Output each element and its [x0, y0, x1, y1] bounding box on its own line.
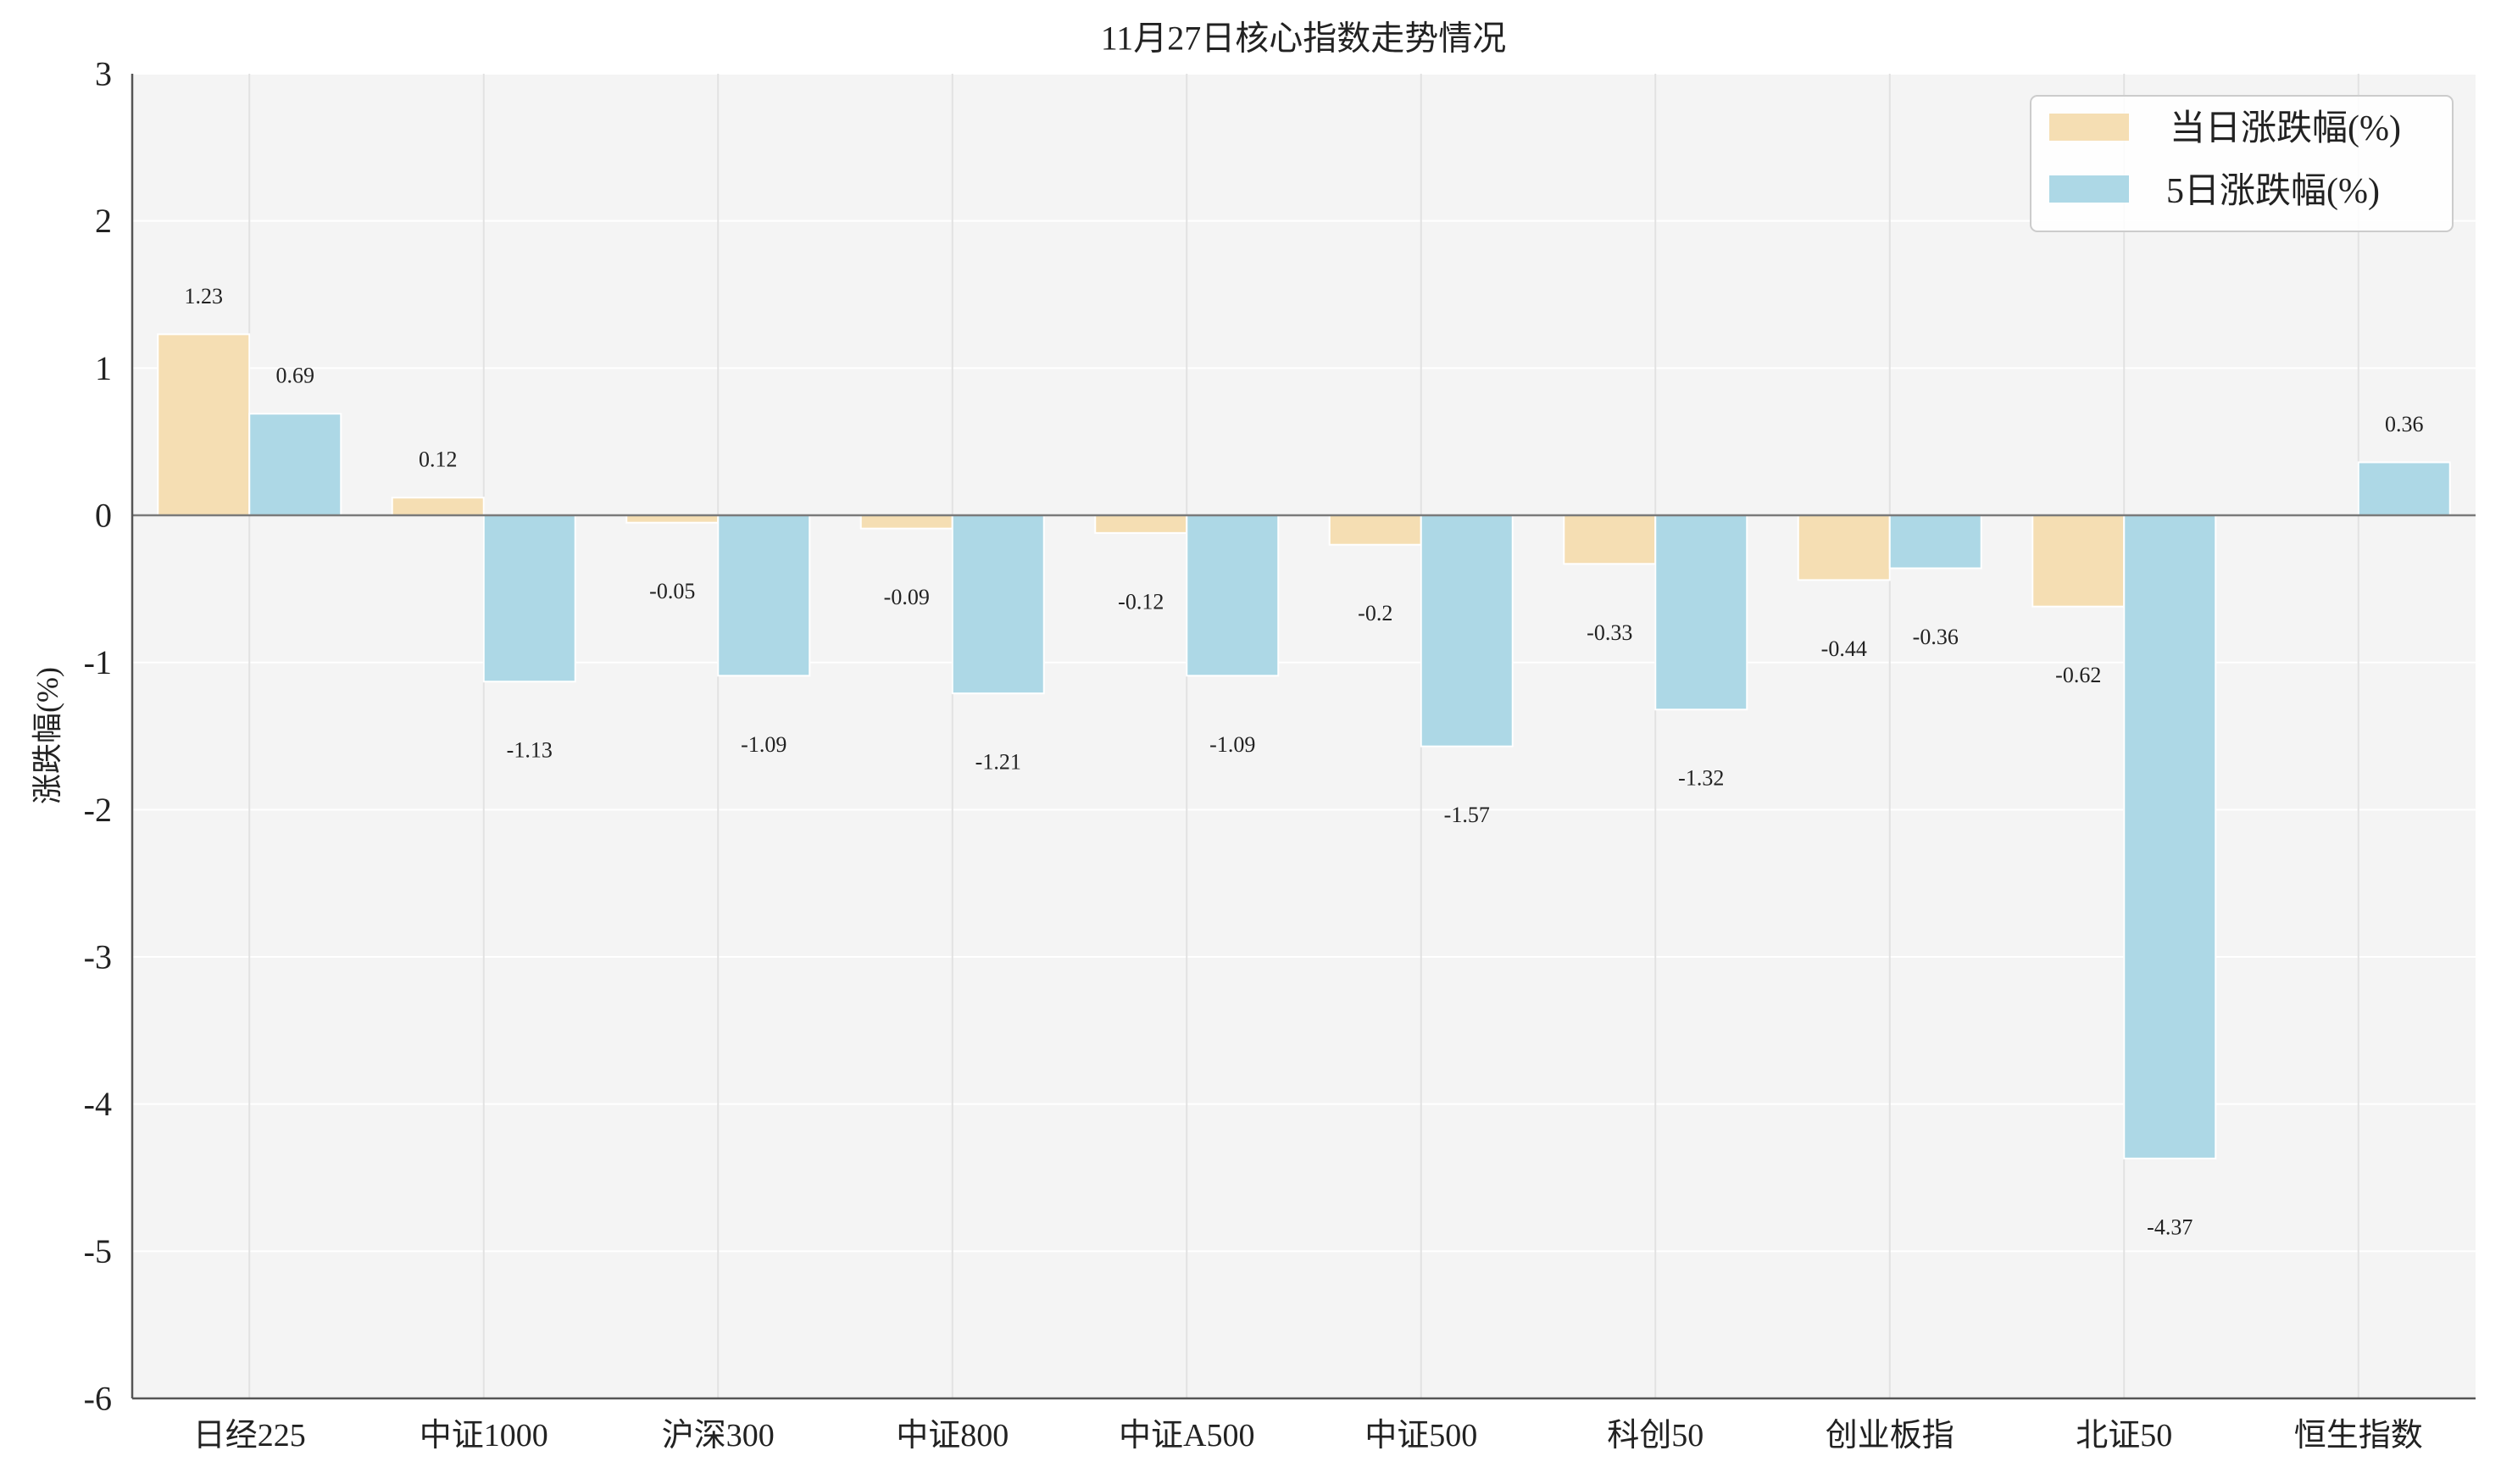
data-label-daily-1: 0.12	[419, 447, 458, 472]
bars	[157, 333, 2451, 1159]
bar-5day-5	[1420, 514, 1514, 748]
data-label-daily-7: -0.44	[1821, 636, 1867, 661]
data-label-daily-3: -0.09	[884, 585, 930, 609]
x-tick-label: 中证A500	[1119, 1418, 1254, 1453]
bar-5day-8	[2123, 514, 2217, 1159]
bar-5day-2	[717, 514, 811, 677]
y-tick-label: 0	[95, 497, 112, 535]
legend-patch-5day	[2049, 175, 2129, 203]
x-tick-label: 中证1000	[420, 1418, 548, 1453]
legend-frame	[2030, 95, 2454, 232]
bar-daily-5	[1328, 514, 1422, 546]
data-label-daily-5: -0.2	[1358, 601, 1392, 625]
axes: 3 2 1 0 -1 -2 -3 -4 -5 -6 日经225 中证1000 沪深300 中证800 中证A…	[84, 55, 2476, 1453]
bar-5day-9	[2357, 461, 2451, 516]
bar-5day-0	[248, 413, 342, 517]
data-label-5day-4: -1.09	[1209, 732, 1255, 757]
data-label-5day-6: -1.32	[1678, 766, 1724, 791]
y-tick-label: -6	[84, 1380, 112, 1418]
y-tick-label: 3	[95, 55, 112, 93]
data-label-daily-4: -0.12	[1118, 589, 1164, 614]
chart-title: 11月27日核心指数走势情况	[1101, 19, 1507, 58]
bar-5day-1	[482, 514, 576, 683]
data-label-5day-8: -4.37	[2147, 1214, 2193, 1239]
data-labels: 1.23 0.12 -0.05 -0.09 -0.12 -0.2 -0.33 -0.44 -0.…	[185, 284, 2424, 1240]
data-label-daily-8: -0.62	[2055, 663, 2101, 687]
x-tick-label: 北证50	[2076, 1418, 2172, 1453]
data-label-5day-3: -1.21	[975, 750, 1021, 775]
bar-daily-4	[1094, 514, 1188, 534]
y-tick-label: -2	[84, 791, 112, 829]
data-label-daily-0: 1.23	[185, 284, 224, 308]
y-tick-label: -4	[84, 1085, 112, 1123]
legend-label-5day: 5日涨跌幅(%)	[2166, 172, 2380, 211]
data-label-5day-5: -1.57	[1444, 803, 1490, 827]
data-label-daily-6: -0.33	[1587, 620, 1632, 645]
y-tick-label: -3	[84, 938, 112, 976]
data-label-5day-0: 0.69	[276, 364, 315, 388]
y-tick-label: 1	[95, 349, 112, 387]
legend-patch-daily	[2049, 114, 2129, 141]
bar-5day-3	[951, 514, 1045, 695]
bar-5day-7	[1888, 514, 1982, 570]
bar-daily-2	[625, 514, 720, 524]
data-label-5day-1: -1.13	[507, 738, 553, 763]
y-tick-label: -1	[84, 643, 112, 681]
bar-daily-3	[859, 514, 953, 530]
bar-daily-8	[2031, 514, 2126, 608]
bar-5day-4	[1186, 514, 1280, 677]
data-label-5day-9: 0.36	[2385, 412, 2424, 436]
plot-background	[132, 74, 2476, 1398]
bar-5day-6	[1654, 514, 1748, 711]
bar-daily-6	[1563, 514, 1657, 565]
data-label-5day-2: -1.09	[741, 732, 786, 757]
x-tick-label: 科创50	[1607, 1418, 1703, 1453]
y-tick-label: 2	[95, 202, 112, 240]
x-tick-label: 沪深300	[662, 1418, 775, 1453]
bar-daily-0	[157, 333, 251, 517]
bar-daily-7	[1797, 514, 1891, 581]
x-tick-label: 恒生指数	[2294, 1418, 2423, 1453]
legend-label-daily: 当日涨跌幅(%)	[2170, 109, 2401, 148]
legend: 当日涨跌幅(%) 5日涨跌幅(%)	[2030, 95, 2454, 232]
data-label-daily-2: -0.05	[649, 579, 695, 603]
x-tick-label: 中证800	[896, 1418, 1009, 1453]
data-label-5day-7: -0.36	[1913, 625, 1959, 649]
x-tick-label: 日经225	[193, 1418, 306, 1453]
x-tick-label: 中证500	[1364, 1418, 1477, 1453]
y-tick-label: -5	[84, 1232, 112, 1270]
x-tick-label: 创业板指	[1826, 1418, 1954, 1453]
y-axis-label: 涨跌幅(%)	[31, 667, 64, 804]
bar-daily-1	[391, 497, 485, 516]
